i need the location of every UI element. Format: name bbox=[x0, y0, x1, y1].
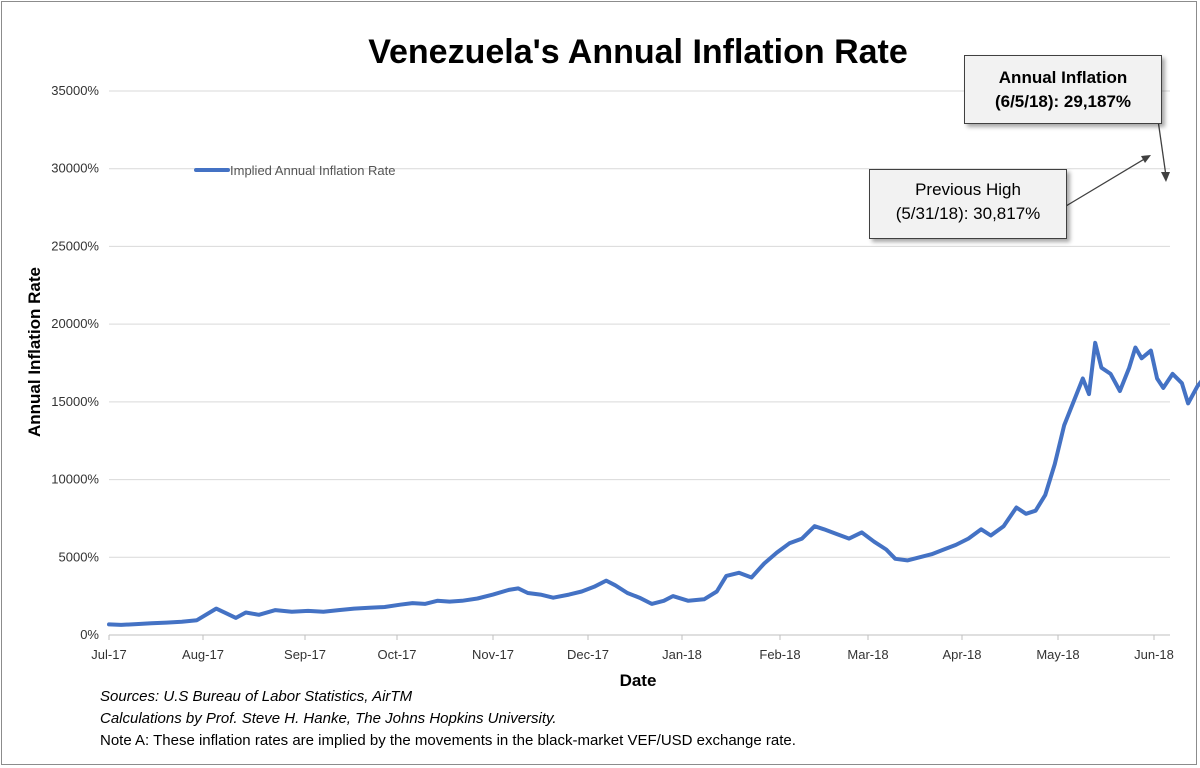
gridlines bbox=[109, 90, 1170, 558]
x-tick-label: Aug-17 bbox=[182, 647, 224, 662]
chart-title: Venezuela's Annual Inflation Rate bbox=[368, 33, 908, 71]
x-tick-label: Mar-18 bbox=[847, 647, 888, 662]
callout-arrows bbox=[1065, 119, 1170, 207]
x-axis-ticks: Jul-17 Aug-17 Sep-17 Oct-17 Nov-17 Dec-17 Jan-… bbox=[91, 635, 1174, 662]
callout-annual-line2: (6/5/18): 29,187% bbox=[994, 92, 1132, 111]
x-tick-label: Jun-18 bbox=[1134, 647, 1174, 662]
arrow-previous-high bbox=[1065, 157, 1147, 207]
y-tick-label: 35000% bbox=[51, 83, 99, 98]
note-a: Note A: These inflation rates are implie… bbox=[100, 732, 796, 749]
x-tick-label: Dec-17 bbox=[567, 647, 609, 662]
x-tick-label: Oct-17 bbox=[377, 647, 416, 662]
y-tick-label: 15000% bbox=[51, 394, 99, 409]
y-tick-label: 5000% bbox=[59, 549, 100, 564]
chart-notes: Sources: U.S Bureau of Labor Statistics,… bbox=[100, 686, 796, 752]
y-axis-ticks: 0% 5000% 10000% 15000% 20000% 25000% 30000% 350… bbox=[51, 83, 99, 642]
sources-note: Sources: U.S Bureau of Labor Statistics,… bbox=[100, 688, 413, 705]
x-axis-title: Date bbox=[620, 671, 657, 690]
legend: Implied Annual Inflation Rate bbox=[194, 163, 396, 178]
x-tick-label: Nov-17 bbox=[472, 647, 514, 662]
legend-label: Implied Annual Inflation Rate bbox=[230, 163, 396, 178]
calculations-note: Calculations by Prof. Steve H. Hanke, Th… bbox=[100, 710, 557, 727]
y-tick-label: 25000% bbox=[51, 238, 99, 253]
x-tick-label: Feb-18 bbox=[759, 647, 800, 662]
x-tick-label: Jan-18 bbox=[662, 647, 702, 662]
y-tick-label: 20000% bbox=[51, 316, 99, 331]
x-tick-label: Sep-17 bbox=[284, 647, 326, 662]
y-tick-label: 30000% bbox=[51, 161, 99, 176]
y-tick-label: 0% bbox=[80, 627, 99, 642]
callout-annual-line1: Annual Inflation bbox=[998, 68, 1128, 87]
callout-prev-line1: Previous High bbox=[915, 180, 1021, 199]
arrowhead-annual-inflation bbox=[1161, 172, 1170, 182]
arrow-annual-inflation bbox=[1157, 119, 1167, 177]
x-tick-label: May-18 bbox=[1036, 647, 1079, 662]
x-tick-label: Jul-17 bbox=[91, 647, 126, 662]
y-tick-label: 10000% bbox=[51, 472, 99, 487]
arrowhead-previous-high bbox=[1141, 155, 1151, 163]
series-line-implied-inflation bbox=[107, 340, 1200, 627]
x-tick-label: Apr-18 bbox=[942, 647, 981, 662]
callout-annual-inflation: Annual Inflation (6/5/18): 29,187% bbox=[964, 55, 1162, 124]
callout-prev-line2: (5/31/18): 30,817% bbox=[895, 204, 1041, 223]
y-axis-title: Annual Inflation Rate bbox=[25, 267, 44, 437]
callout-previous-high: Previous High (5/31/18): 30,817% bbox=[869, 169, 1067, 239]
